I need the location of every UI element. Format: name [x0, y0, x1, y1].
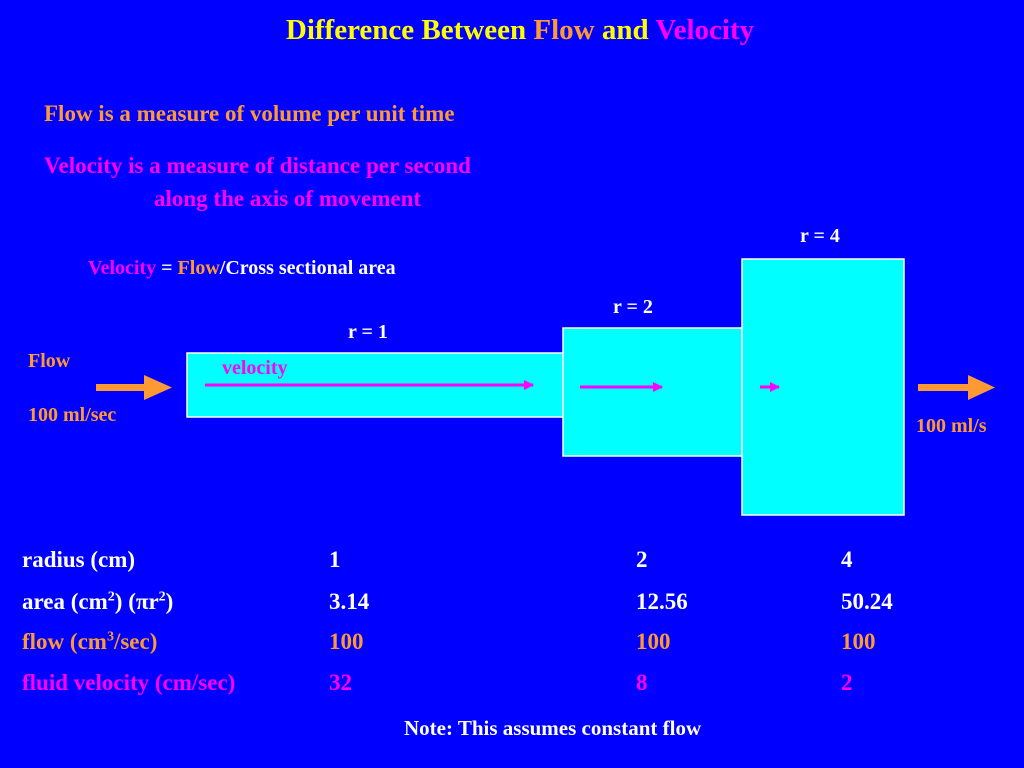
- row-area-v3: 50.24: [841, 589, 893, 614]
- title-velocity: Velocity: [655, 14, 755, 46]
- row-radius-v1: 1: [329, 547, 341, 572]
- row-flow-v1: 100: [329, 629, 364, 654]
- note: Note: This assumes constant flow: [404, 716, 702, 740]
- outflow-arrow: [918, 375, 995, 400]
- formula-eq: =: [156, 257, 178, 279]
- row-area-v2: 12.56: [636, 589, 688, 614]
- row-radius-label: radius (cm): [22, 547, 136, 572]
- outflow-value: 100 ml/s: [916, 415, 987, 437]
- inflow-arrow: [96, 375, 172, 400]
- title-flow: Flow: [533, 14, 595, 46]
- velocity-formula: Velocity = Flow/Cross sectional area: [88, 257, 396, 280]
- row-velocity-v2: 8: [636, 670, 648, 695]
- inflow-value: 100 ml/sec: [28, 404, 117, 426]
- row-velocity-v3: 2: [841, 670, 853, 695]
- title-part1: Difference Between: [285, 14, 534, 46]
- formula-flow: Flow: [177, 257, 220, 279]
- row-flow-v3: 100: [841, 629, 876, 654]
- inflow-label: Flow: [28, 350, 71, 372]
- radius-label-r1: r = 1: [348, 321, 388, 343]
- tube-segment-r2: [562, 327, 743, 457]
- row-area-v1: 3.14: [329, 589, 370, 614]
- slide-title: Difference Between Flow and Velocity: [0, 14, 1024, 47]
- flow-definition: Flow is a measure of volume per unit tim…: [44, 101, 455, 126]
- row-velocity-label: fluid velocity (cm/sec): [22, 670, 236, 695]
- velocity-definition-line1: Velocity is a measure of distance per se…: [44, 153, 471, 178]
- row-area-label: area (cm2) (πr2): [22, 589, 174, 614]
- velocity-definition-line2: along the axis of movement: [154, 186, 422, 211]
- row-radius-v2: 2: [636, 547, 648, 572]
- formula-rest: /Cross sectional area: [219, 257, 396, 279]
- title-and: and: [594, 14, 656, 46]
- velocity-label: velocity: [222, 357, 288, 379]
- row-flow-label: flow (cm3/sec): [22, 629, 158, 654]
- row-radius-v3: 4: [841, 547, 853, 572]
- radius-label-r2: r = 2: [613, 296, 653, 318]
- row-velocity-v1: 32: [329, 670, 352, 695]
- row-flow-v2: 100: [636, 629, 671, 654]
- radius-label-r4: r = 4: [800, 225, 840, 247]
- formula-velocity: Velocity: [88, 257, 157, 279]
